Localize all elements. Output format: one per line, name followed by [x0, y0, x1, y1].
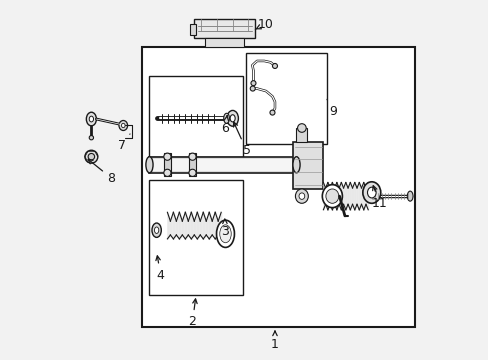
Ellipse shape [119, 121, 127, 131]
Text: 11: 11 [371, 186, 387, 210]
Ellipse shape [272, 63, 277, 68]
Ellipse shape [121, 123, 125, 128]
Ellipse shape [145, 157, 153, 173]
Bar [194, 19, 255, 39]
Ellipse shape [219, 225, 231, 243]
Ellipse shape [250, 86, 255, 91]
Ellipse shape [188, 153, 196, 160]
Bar [296, 128, 306, 142]
Text: 7: 7 [118, 134, 130, 152]
Ellipse shape [226, 111, 238, 126]
Ellipse shape [216, 220, 234, 247]
Ellipse shape [163, 169, 171, 176]
Bar [292, 142, 323, 189]
Ellipse shape [362, 182, 380, 203]
Ellipse shape [295, 189, 308, 203]
Text: 10: 10 [255, 18, 273, 31]
Ellipse shape [367, 187, 375, 198]
Text: 3: 3 [221, 219, 228, 238]
Ellipse shape [88, 153, 94, 160]
Text: 2: 2 [188, 299, 197, 328]
Bar [204, 39, 244, 47]
Ellipse shape [223, 113, 229, 123]
Ellipse shape [86, 112, 96, 126]
Bar [149, 76, 242, 157]
Bar [149, 180, 242, 295]
Bar [188, 153, 196, 176]
Ellipse shape [89, 116, 93, 122]
Text: 4: 4 [156, 256, 164, 282]
Ellipse shape [298, 193, 304, 199]
Ellipse shape [188, 169, 196, 176]
Bar [246, 53, 326, 144]
Text: 5: 5 [233, 122, 250, 157]
Ellipse shape [163, 153, 171, 160]
Ellipse shape [322, 185, 342, 208]
Ellipse shape [89, 135, 93, 140]
Text: 9: 9 [326, 99, 336, 118]
Bar [151, 158, 294, 171]
Ellipse shape [230, 115, 235, 122]
Text: 8: 8 [88, 159, 115, 185]
Ellipse shape [250, 81, 255, 86]
Ellipse shape [152, 223, 161, 237]
Ellipse shape [325, 189, 338, 203]
Ellipse shape [154, 227, 159, 233]
Text: 1: 1 [270, 331, 278, 351]
Bar [190, 24, 196, 36]
Bar [149, 157, 296, 173]
Ellipse shape [269, 110, 274, 115]
Ellipse shape [407, 191, 412, 201]
Ellipse shape [297, 124, 305, 132]
Text: 6: 6 [221, 116, 228, 135]
Ellipse shape [85, 150, 98, 163]
Bar [142, 47, 414, 327]
Ellipse shape [292, 157, 300, 173]
Bar [163, 153, 171, 176]
